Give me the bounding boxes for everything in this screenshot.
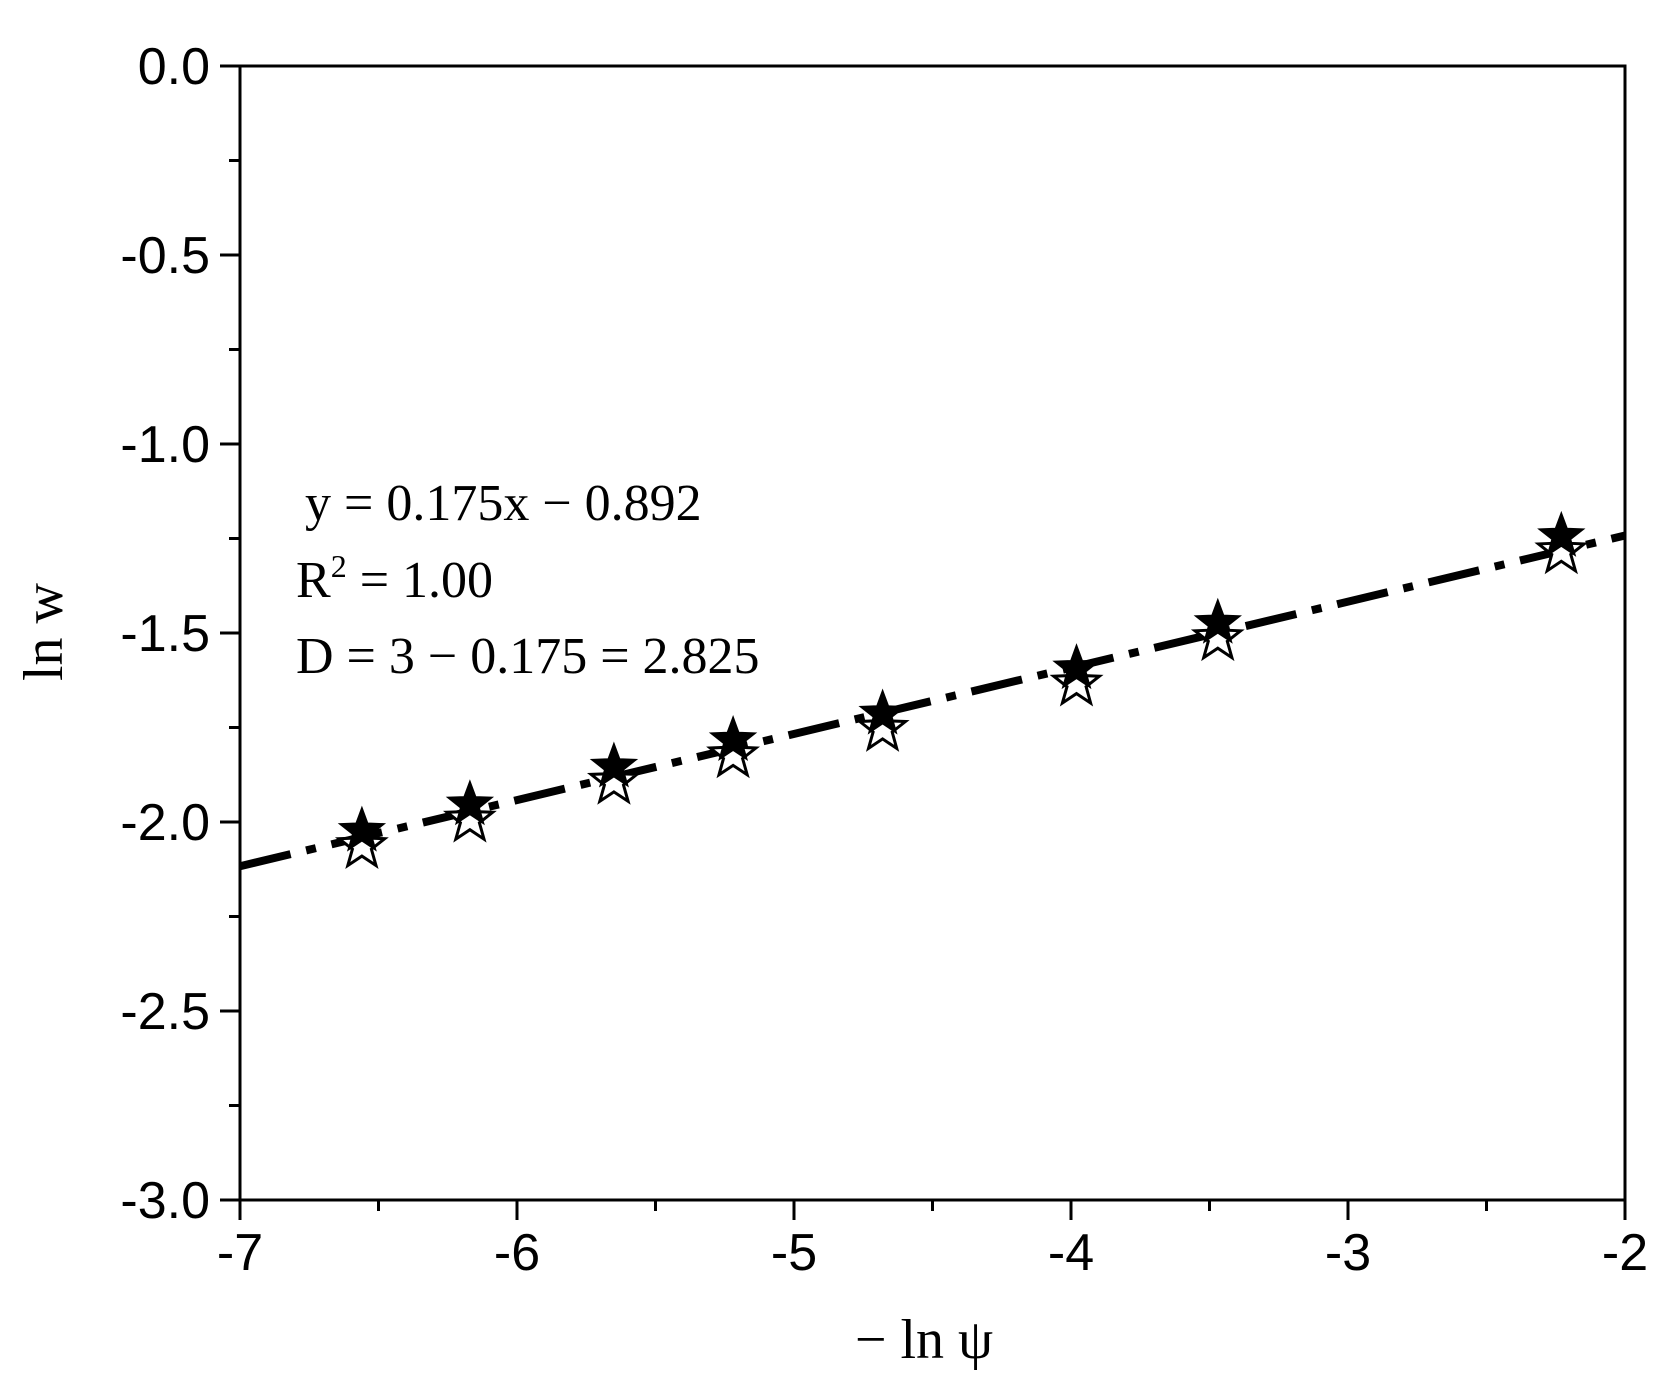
y-tick-label: -2.0 (120, 794, 210, 852)
data-point-filled-star (337, 805, 387, 852)
data-point-filled-star (708, 714, 758, 761)
annotation-r-squared: R2 = 1.00 (296, 548, 493, 609)
y-tick-label: -2.5 (120, 983, 210, 1041)
data-point-hollow-star (442, 791, 497, 843)
annotation-equation: y = 0.175x − 0.892 (305, 475, 702, 532)
data-point-hollow-star (1534, 522, 1589, 575)
y-tick-label: -0.5 (120, 227, 210, 285)
annotation-dimension: D = 3 − 0.175 = 2.825 (296, 628, 760, 685)
r-squared-sup: 2 (331, 548, 347, 584)
axis-ticks (220, 64, 1627, 1220)
data-points (334, 510, 1589, 870)
x-tick-label: -7 (217, 1224, 263, 1282)
data-point-filled-star (1052, 643, 1101, 690)
y-tick-label: -1.0 (120, 416, 210, 474)
r-squared-base: R (296, 552, 331, 609)
data-point-hollow-star (1190, 609, 1245, 662)
y-tick-label: -3.0 (120, 1172, 210, 1230)
y-axis-title: ln w (13, 582, 75, 681)
r-squared-value: = 1.00 (347, 552, 493, 609)
data-point-hollow-star (855, 700, 910, 752)
y-tick-label: 0.0 (138, 38, 210, 96)
x-tick-label: -4 (1048, 1224, 1094, 1282)
data-point-filled-star (1537, 510, 1586, 557)
x-tick-label: -3 (1325, 1224, 1371, 1282)
x-axis-title: − ln ψ (855, 1309, 993, 1371)
data-point-filled-star (1193, 597, 1242, 644)
data-point-hollow-star (1049, 655, 1104, 707)
x-tick-label: -6 (494, 1224, 540, 1282)
data-point-hollow-star (334, 817, 389, 870)
data-point-hollow-star (586, 753, 641, 805)
axis-tick-labels: -7 -6 -5 -4 -3 -2 0.0 -0.5 -1.0 -1.5 -2.0 -2.5 -3.0 (120, 38, 1648, 1282)
data-point-filled-star (445, 779, 495, 826)
x-tick-label: -5 (771, 1224, 817, 1282)
data-point-filled-star (589, 741, 639, 788)
y-tick-label: -1.5 (120, 605, 210, 663)
data-point-filled-star (858, 688, 907, 735)
x-tick-label: -2 (1602, 1224, 1648, 1282)
data-point-hollow-star (706, 727, 761, 779)
